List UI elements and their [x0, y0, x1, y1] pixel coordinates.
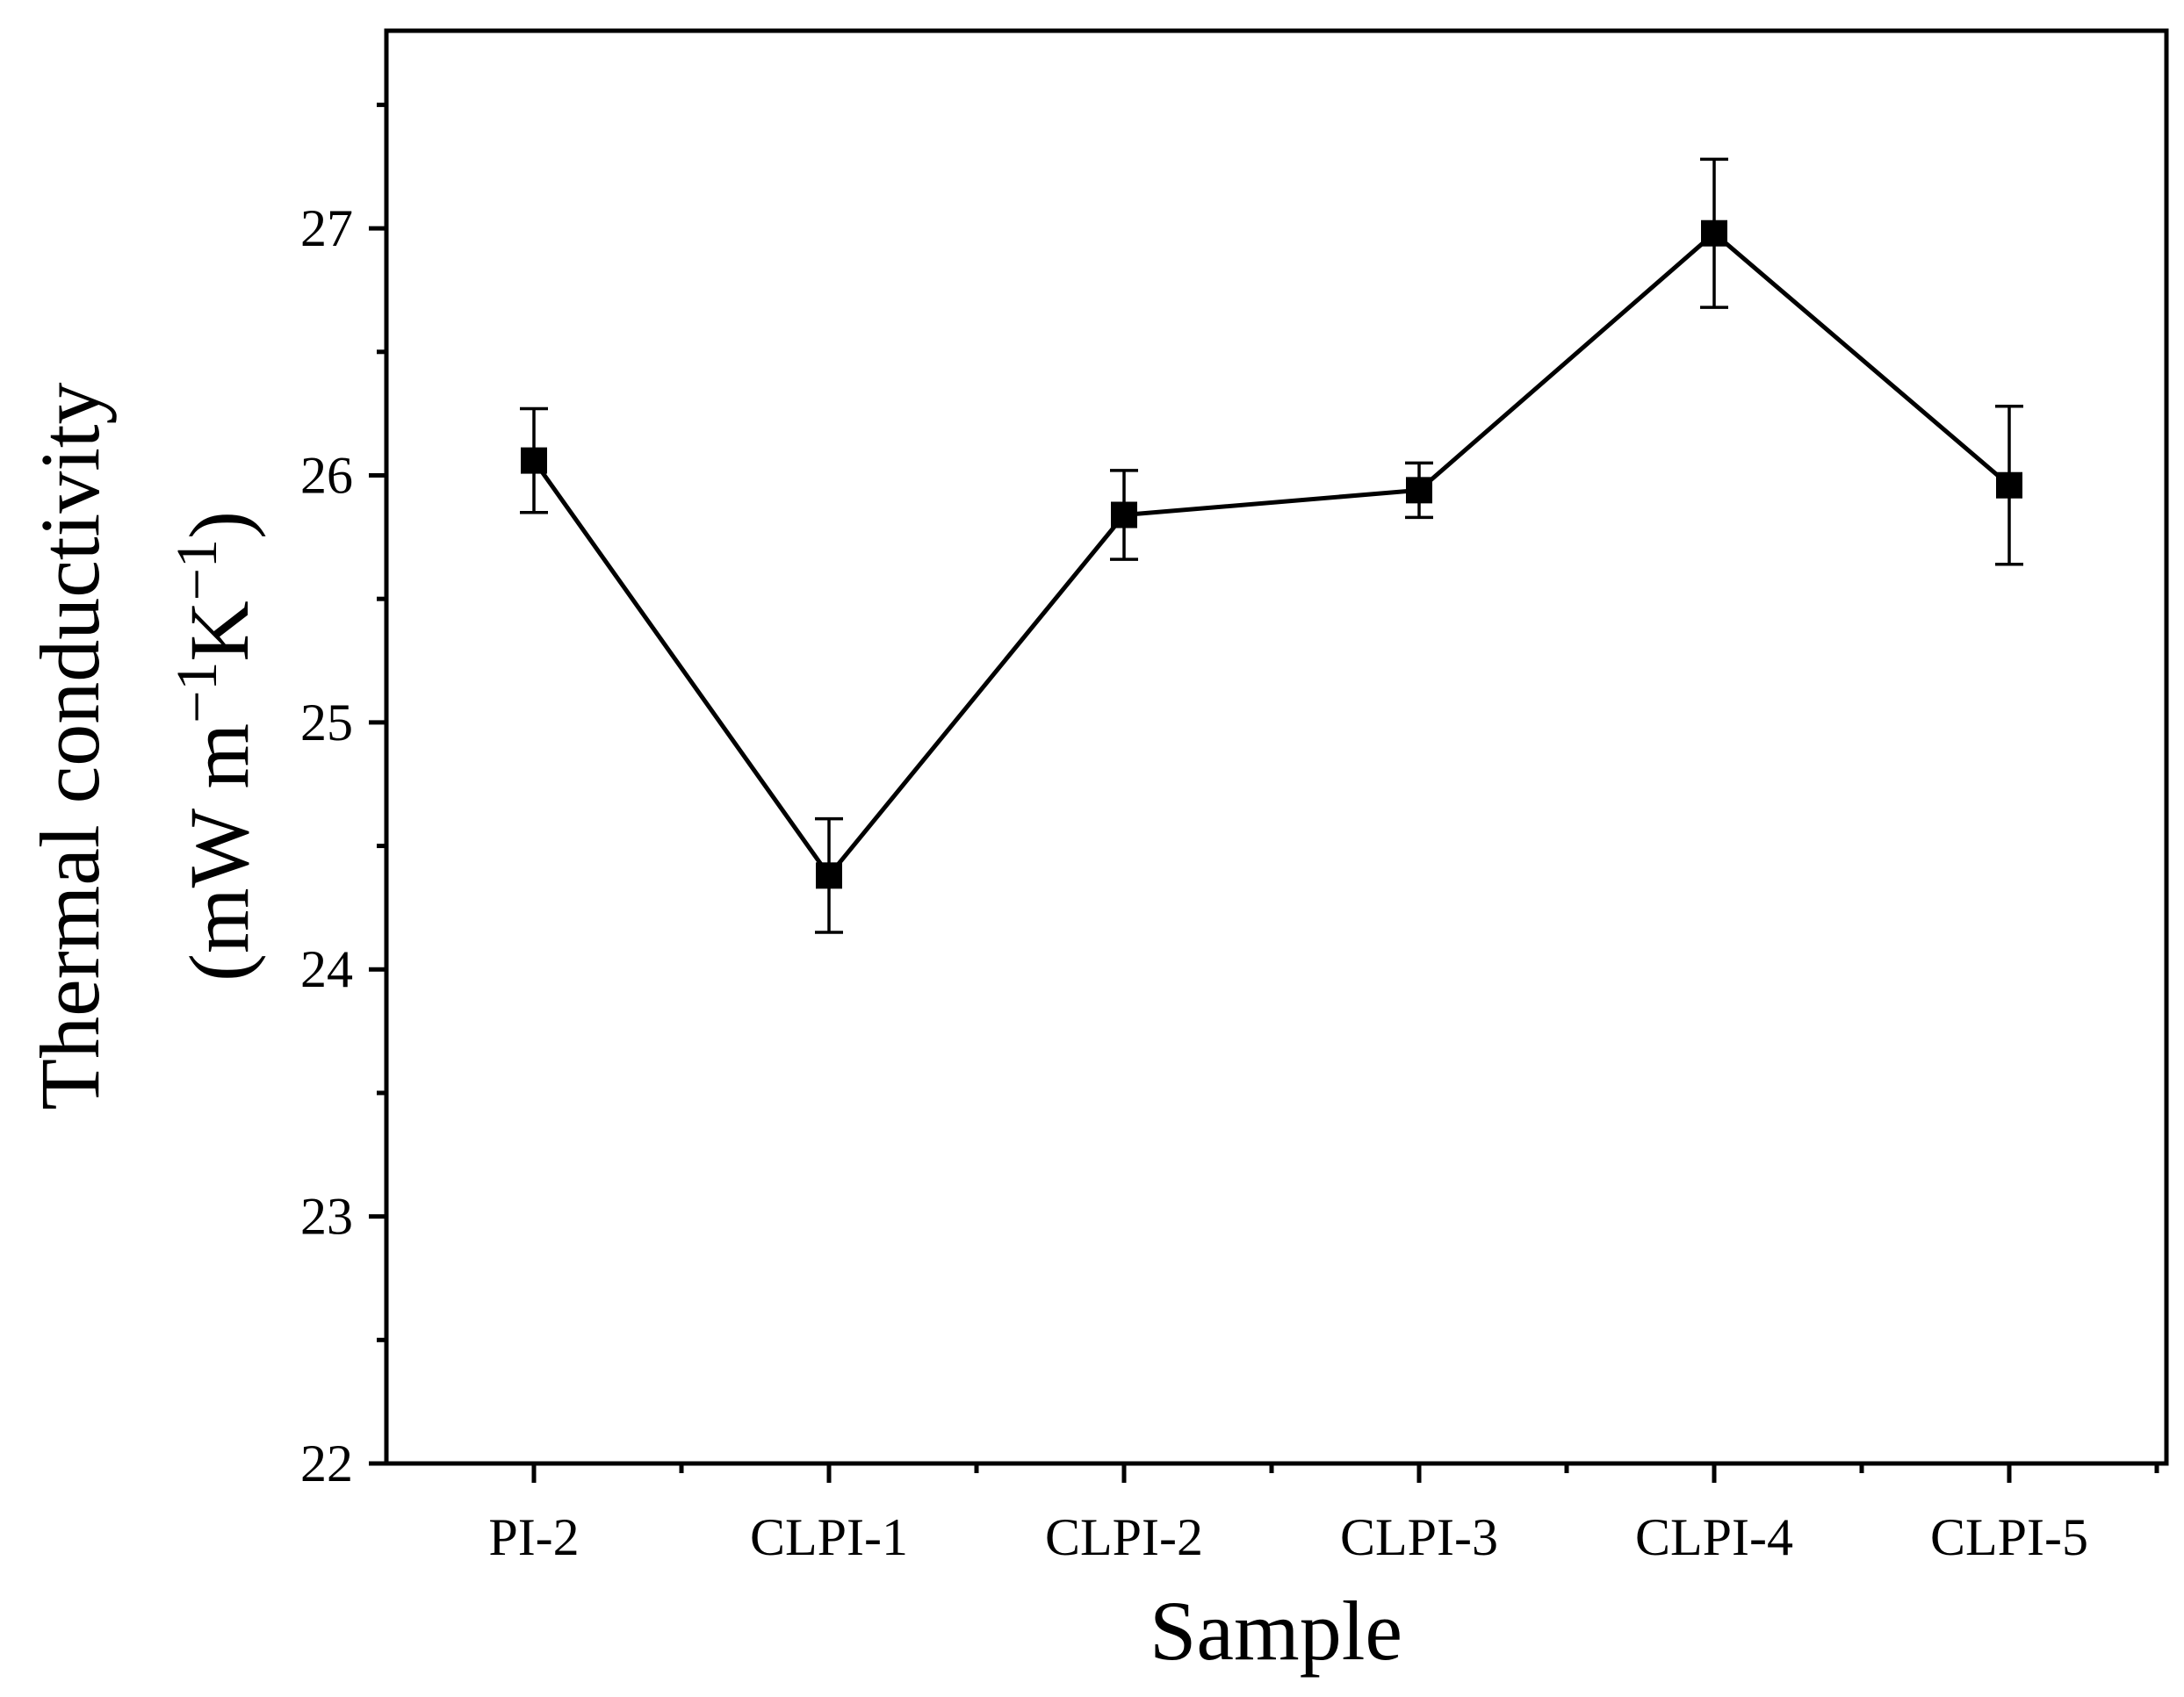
data-point-marker [1701, 219, 1727, 247]
x-axis-ticks: PI-2 CLPI-1 CLPI-2 CLPI-3 CLPI-4 CLPI-5 [488, 1463, 2159, 1566]
series-line [531, 230, 2011, 880]
data-point-marker [816, 862, 842, 889]
y-unit-exp1: −1 [165, 662, 229, 723]
y-tick-label: 24 [300, 940, 353, 998]
x-tick-label: CLPI-2 [1045, 1508, 1203, 1566]
y-axis-title-line1: Thermal conductivity [23, 382, 117, 1110]
plot-frame [384, 28, 2169, 1466]
data-point-marker [1996, 471, 2022, 499]
y-tick-label: 25 [300, 694, 353, 751]
data-point-marker [521, 447, 547, 474]
x-tick-label: PI-2 [488, 1508, 579, 1566]
y-tick-label: 27 [300, 199, 353, 257]
x-tick-label: CLPI-3 [1340, 1508, 1498, 1566]
y-tick-label: 26 [300, 446, 353, 504]
data-point-marker [1406, 477, 1432, 504]
y-unit-exp2: −1 [165, 539, 229, 600]
y-unit-open: (mW m [172, 723, 266, 982]
y-tick-label: 23 [300, 1188, 353, 1246]
y-tick-label: 22 [300, 1435, 353, 1492]
x-tick-label: CLPI-1 [750, 1508, 908, 1566]
x-tick-label: CLPI-5 [1930, 1508, 2088, 1566]
x-axis-title: Sample [1150, 1584, 1402, 1678]
y-unit-mid: K [172, 600, 266, 661]
x-tick-label: CLPI-4 [1635, 1508, 1793, 1566]
y-unit-close: ) [172, 511, 266, 539]
y-axis-title-line2: (mW m−1K−1) [165, 511, 266, 982]
y-axis-ticks: 22 23 24 25 26 27 [300, 102, 386, 1492]
data-point-marker [1111, 501, 1137, 529]
series-layer [520, 157, 2023, 934]
